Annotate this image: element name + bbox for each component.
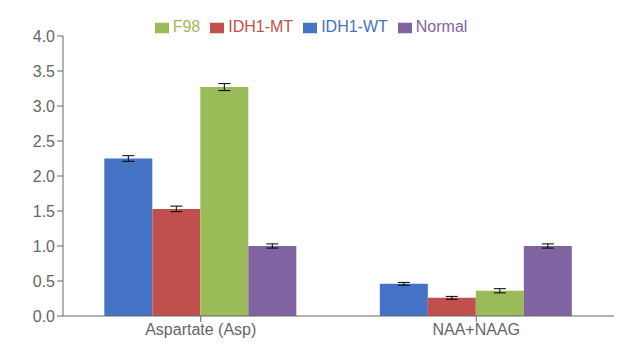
svg-text:NAA+NAAG: NAA+NAAG	[432, 321, 520, 338]
html-text:IDH1-MT: IDH1-MT	[228, 18, 294, 35]
svg-text:0.0: 0.0	[33, 308, 55, 325]
svg-text:Aspartate (Asp): Aspartate (Asp)	[145, 321, 256, 338]
svg-text:2.0: 2.0	[33, 168, 55, 185]
svg-text:1.5: 1.5	[33, 203, 55, 220]
html-text:Normal: Normal	[415, 18, 468, 35]
svg-text:3.0: 3.0	[33, 98, 55, 115]
html-text:IDH1-WT: IDH1-WT	[321, 18, 388, 35]
svg-text:4.0: 4.0	[33, 28, 55, 45]
svg-text:0.5: 0.5	[33, 273, 55, 290]
html-text:F98: F98	[172, 18, 201, 35]
svg-text:1.0: 1.0	[33, 238, 55, 255]
svg-text:2.5: 2.5	[33, 133, 55, 150]
svg-text:3.5: 3.5	[33, 63, 55, 80]
